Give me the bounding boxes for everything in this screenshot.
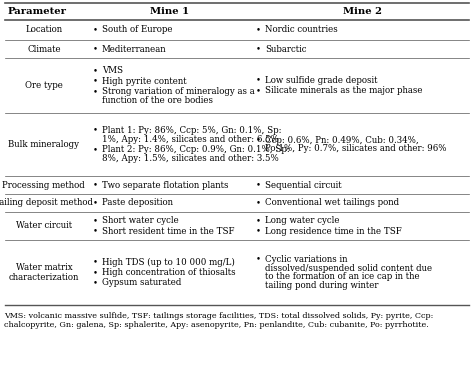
Text: •: • (93, 66, 98, 75)
Text: •: • (256, 180, 261, 189)
Text: Plant 2: Py: 86%, Ccp: 0.9%, Gn: 0.1%, Sp:: Plant 2: Py: 86%, Ccp: 0.9%, Gn: 0.1%, S… (102, 145, 290, 154)
Text: •: • (256, 254, 261, 263)
Text: Climate: Climate (27, 45, 61, 54)
Text: •: • (93, 87, 98, 96)
Text: Ore type: Ore type (25, 81, 63, 90)
Text: •: • (93, 180, 98, 189)
Text: •: • (93, 45, 98, 54)
Text: Tailing deposit method: Tailing deposit method (0, 199, 93, 208)
Text: 1%, Apy: 1.4%, silicates and other: 6.5%: 1%, Apy: 1.4%, silicates and other: 6.5% (102, 135, 279, 144)
Text: High TDS (up to 10 000 mg/L): High TDS (up to 10 000 mg/L) (102, 257, 235, 267)
Text: Mine 2: Mine 2 (343, 7, 382, 16)
Text: Ccp: 0.6%, Pn: 0.49%, Cub: 0.34%,: Ccp: 0.6%, Pn: 0.49%, Cub: 0.34%, (265, 135, 419, 144)
Text: VMS: VMS (102, 66, 123, 75)
Text: •: • (93, 216, 98, 225)
Text: Bulk mineralogy: Bulk mineralogy (9, 140, 79, 149)
Text: 8%, Apy: 1.5%, silicates and other: 3.5%: 8%, Apy: 1.5%, silicates and other: 3.5% (102, 154, 278, 163)
Text: Two separate flotation plants: Two separate flotation plants (102, 180, 228, 189)
Text: Paste deposition: Paste deposition (102, 199, 173, 208)
Text: tailing pond during winter: tailing pond during winter (265, 282, 379, 291)
Text: •: • (256, 135, 261, 144)
Text: to the formation of an ice cap in the: to the formation of an ice cap in the (265, 273, 420, 282)
Text: Long residence time in the TSF: Long residence time in the TSF (265, 227, 402, 236)
Text: Low sulfide grade deposit: Low sulfide grade deposit (265, 76, 378, 85)
Text: •: • (256, 227, 261, 236)
Text: •: • (93, 126, 98, 135)
Text: •: • (93, 279, 98, 288)
Text: Cyclic variations in: Cyclic variations in (265, 254, 348, 263)
Text: •: • (93, 145, 98, 154)
Text: Short water cycle: Short water cycle (102, 216, 178, 225)
Text: •: • (93, 26, 98, 35)
Text: High concentration of thiosalts: High concentration of thiosalts (102, 268, 235, 277)
Text: •: • (93, 199, 98, 208)
Text: Strong variation of mineralogy as a: Strong variation of mineralogy as a (102, 87, 255, 96)
Text: •: • (256, 76, 261, 85)
Text: Mine 1: Mine 1 (150, 7, 189, 16)
Text: Sequential circuit: Sequential circuit (265, 180, 342, 189)
Text: •: • (256, 86, 261, 95)
Text: •: • (93, 257, 98, 266)
Text: Short resident time in the TSF: Short resident time in the TSF (102, 227, 234, 236)
Text: Subarctic: Subarctic (265, 45, 307, 54)
Text: VMS: volcanic massive sulfide, TSF: tailings storage facilities, TDS: total diss: VMS: volcanic massive sulfide, TSF: tail… (4, 312, 433, 320)
Text: •: • (256, 199, 261, 208)
Text: Water circuit: Water circuit (16, 221, 72, 231)
Text: South of Europe: South of Europe (102, 26, 172, 35)
Text: Processing method: Processing method (2, 180, 85, 189)
Text: Po:1%, Py: 0.7%, silicates and other: 96%: Po:1%, Py: 0.7%, silicates and other: 96… (265, 144, 447, 154)
Text: •: • (93, 268, 98, 277)
Text: Plant 1: Py: 86%, Ccp: 5%, Gn: 0.1%, Sp:: Plant 1: Py: 86%, Ccp: 5%, Gn: 0.1%, Sp: (102, 126, 281, 135)
Text: Long water cycle: Long water cycle (265, 216, 340, 225)
Text: Location: Location (25, 26, 63, 35)
Text: Nordic countries: Nordic countries (265, 26, 338, 35)
Text: •: • (256, 216, 261, 225)
Text: Water matrix
characterization: Water matrix characterization (9, 263, 79, 282)
Text: function of the ore bodies: function of the ore bodies (102, 96, 213, 105)
Text: Parameter: Parameter (8, 7, 67, 16)
Text: Silicate minerals as the major phase: Silicate minerals as the major phase (265, 86, 423, 95)
Text: Mediterranean: Mediterranean (102, 45, 166, 54)
Text: •: • (93, 227, 98, 236)
Text: Conventional wet tailings pond: Conventional wet tailings pond (265, 199, 399, 208)
Text: Gypsum saturated: Gypsum saturated (102, 279, 181, 288)
Text: High pyrite content: High pyrite content (102, 77, 186, 86)
Text: •: • (93, 77, 98, 86)
Text: chalcopyrite, Gn: galena, Sp: sphalerite, Apy: asenopyrite, Pn: penlandite, Cub:: chalcopyrite, Gn: galena, Sp: sphalerite… (4, 321, 429, 329)
Text: dissolved/suspended solid content due: dissolved/suspended solid content due (265, 263, 432, 273)
Text: •: • (256, 45, 261, 54)
Text: •: • (256, 26, 261, 35)
